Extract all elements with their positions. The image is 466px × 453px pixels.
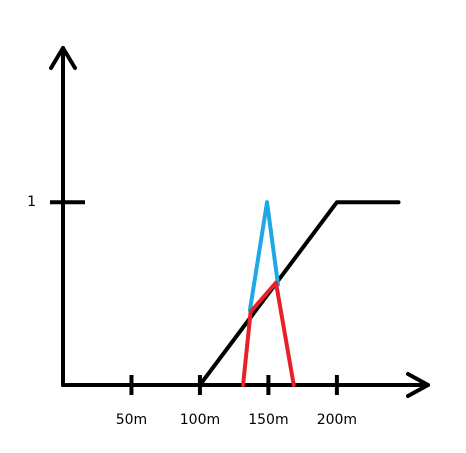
- series-line: [197, 200, 401, 387]
- x-tick-label: 150m: [248, 412, 288, 428]
- x-tick-label: 200m: [317, 412, 357, 428]
- axes: [49, 46, 430, 398]
- x-tick-label: 50m: [116, 412, 147, 428]
- x-tick-label: 100m: [180, 412, 220, 428]
- x-axis-arrow: [406, 372, 430, 398]
- series-line: [241, 280, 296, 387]
- y-tick-label: 1: [27, 194, 36, 210]
- series-line: [247, 200, 280, 313]
- y-axis-arrow: [49, 46, 77, 70]
